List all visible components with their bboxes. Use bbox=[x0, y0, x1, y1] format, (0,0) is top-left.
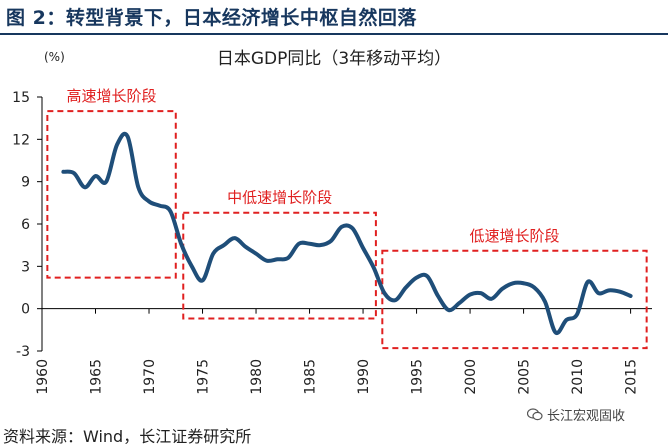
x-tick-label: 1980 bbox=[249, 359, 265, 395]
y-tick-label: -3 bbox=[16, 344, 30, 360]
y-tick-label: 0 bbox=[21, 302, 30, 318]
watermark: 长江宏观固收 bbox=[526, 405, 626, 424]
y-tick-label: 9 bbox=[21, 175, 30, 191]
phase-box bbox=[46, 110, 177, 279]
x-tick-label: 1975 bbox=[196, 359, 212, 395]
y-tick-label: 15 bbox=[12, 90, 30, 106]
x-tick-label: 1960 bbox=[35, 359, 51, 395]
y-tick-label: 12 bbox=[12, 132, 30, 148]
x-tick-label: 1990 bbox=[356, 359, 372, 395]
chart-title: 日本GDP同比（3年移动平均） bbox=[216, 49, 452, 69]
axes: -3 0 3 6 9 12 15 1960 1965 1970 1975 1980 1985 1990 19… bbox=[12, 90, 652, 395]
wechat-icon bbox=[526, 408, 543, 421]
x-tick-label: 1965 bbox=[89, 359, 105, 395]
x-tick-label: 1995 bbox=[410, 359, 426, 395]
phase-label: 中低速增长阶段 bbox=[227, 189, 332, 207]
figure-title: 图 2：转型背景下，日本经济增长中枢自然回落 bbox=[6, 7, 417, 29]
source-note: 资料来源：Wind，长江证券研究所 bbox=[3, 427, 252, 446]
phase-label: 高速增长阶段 bbox=[67, 87, 157, 105]
phase-box bbox=[381, 249, 648, 350]
y-tick-label: 3 bbox=[21, 259, 30, 275]
x-tick-label: 2000 bbox=[463, 359, 479, 395]
x-tick-label: 2005 bbox=[517, 359, 533, 395]
x-tick-label: 2015 bbox=[624, 359, 640, 395]
x-tick-label: 1985 bbox=[303, 359, 319, 395]
x-tick-label: 1970 bbox=[142, 359, 158, 395]
series-layer bbox=[61, 131, 633, 336]
y-tick-label: 6 bbox=[21, 217, 30, 233]
y-axis-unit: (%) bbox=[44, 50, 65, 64]
gdp-series-line bbox=[61, 131, 633, 336]
title-divider bbox=[0, 33, 668, 35]
x-tick-label: 2010 bbox=[570, 359, 586, 395]
watermark-text: 长江宏观固收 bbox=[547, 409, 626, 424]
phase-box bbox=[182, 211, 377, 320]
phase-label: 低速增长阶段 bbox=[469, 227, 559, 245]
